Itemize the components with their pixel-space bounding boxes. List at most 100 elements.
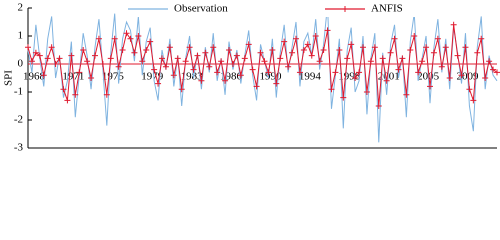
marker xyxy=(434,35,441,42)
marker xyxy=(462,44,469,51)
marker xyxy=(379,55,386,62)
marker xyxy=(92,52,98,59)
marker xyxy=(403,91,410,98)
marker xyxy=(360,44,366,51)
marker xyxy=(399,55,406,62)
marker xyxy=(111,35,118,42)
marker xyxy=(60,86,67,93)
marker xyxy=(36,52,43,59)
marker xyxy=(233,52,240,59)
y-tick-label: -3 xyxy=(14,142,24,154)
marker xyxy=(131,49,138,56)
marker xyxy=(342,6,348,12)
legend-box xyxy=(120,1,420,17)
marker xyxy=(76,69,83,76)
legend-label: Observation xyxy=(174,3,228,15)
marker xyxy=(277,55,284,62)
marker xyxy=(190,66,197,73)
marker xyxy=(312,33,319,39)
y-axis-label: SPI xyxy=(3,70,15,86)
marker xyxy=(214,69,221,76)
marker xyxy=(423,44,430,51)
marker xyxy=(344,55,351,62)
marker xyxy=(241,55,248,62)
marker xyxy=(411,33,418,39)
marker xyxy=(289,49,296,56)
marker xyxy=(257,49,264,56)
marker xyxy=(415,69,422,76)
marker xyxy=(95,35,102,42)
marker xyxy=(155,80,162,87)
marker xyxy=(245,41,252,48)
marker xyxy=(123,30,130,37)
marker xyxy=(127,35,134,42)
x-tick-label: 1979 xyxy=(141,71,164,83)
marker xyxy=(68,52,75,59)
marker xyxy=(170,72,177,79)
marker xyxy=(273,80,280,87)
marker xyxy=(103,91,110,98)
marker xyxy=(229,61,236,67)
y-tick-label: 1 xyxy=(18,30,24,42)
marker xyxy=(182,58,189,65)
marker xyxy=(419,58,426,65)
marker xyxy=(265,69,272,76)
marker xyxy=(304,41,311,48)
marker xyxy=(56,55,63,62)
marker xyxy=(80,47,87,53)
marker xyxy=(320,47,327,53)
marker xyxy=(407,47,414,53)
marker xyxy=(470,97,477,104)
marker xyxy=(478,35,485,42)
marker xyxy=(293,35,299,42)
y-tick-label: -1 xyxy=(14,86,23,98)
marker xyxy=(442,44,449,51)
x-tick-label: 2001 xyxy=(378,71,400,83)
marker xyxy=(300,47,307,53)
marker xyxy=(371,44,378,51)
marker xyxy=(186,44,193,51)
marker xyxy=(237,72,244,79)
marker xyxy=(202,49,209,56)
marker xyxy=(40,72,47,79)
y-tick-label: -2 xyxy=(14,114,23,126)
marker xyxy=(395,66,402,73)
legend-label: ANFIS xyxy=(371,3,403,15)
marker xyxy=(84,58,91,65)
marker xyxy=(340,94,347,101)
marker xyxy=(198,77,205,84)
marker xyxy=(194,52,201,59)
marker xyxy=(494,69,500,76)
marker xyxy=(332,69,339,76)
marker xyxy=(222,77,229,84)
marker xyxy=(482,75,489,81)
y-tick-label: 2 xyxy=(18,2,24,14)
marker xyxy=(249,66,256,73)
marker xyxy=(367,58,374,65)
marker xyxy=(269,47,276,53)
marker xyxy=(88,75,95,81)
marker xyxy=(391,35,398,42)
marker xyxy=(308,52,315,59)
marker xyxy=(210,44,217,51)
marker xyxy=(324,27,331,34)
marker xyxy=(285,63,292,70)
marker xyxy=(281,38,288,45)
marker xyxy=(64,97,71,104)
marker xyxy=(427,83,433,90)
marker xyxy=(174,55,181,62)
marker xyxy=(139,58,146,65)
marker xyxy=(383,77,390,84)
marker xyxy=(99,61,106,67)
marker xyxy=(107,55,114,62)
marker xyxy=(490,66,497,73)
marker xyxy=(218,58,225,65)
marker xyxy=(348,41,355,48)
marker xyxy=(450,21,457,28)
marker xyxy=(446,75,453,81)
marker xyxy=(119,47,126,53)
marker xyxy=(178,86,185,93)
x-tick-label: 1994 xyxy=(299,71,322,83)
marker xyxy=(296,69,303,76)
marker xyxy=(387,49,394,56)
